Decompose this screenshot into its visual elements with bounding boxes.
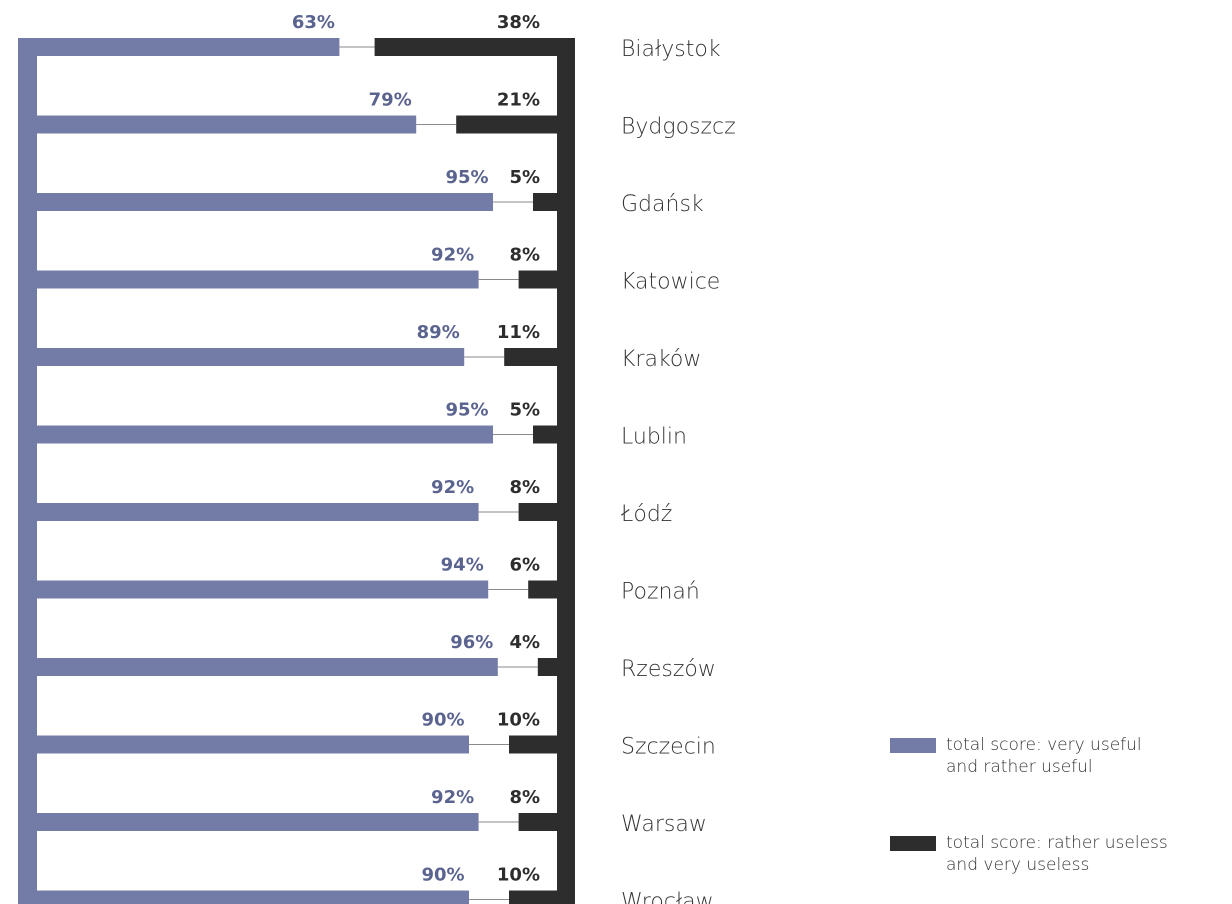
data-label-positive: 90% xyxy=(421,710,464,731)
row-0: 63% 38% Białystok xyxy=(37,12,721,62)
row-11: 90% 10% Wrocław xyxy=(37,865,714,904)
bar-positive xyxy=(37,425,493,444)
row-8: 96% 4% Rzeszów xyxy=(37,632,716,682)
data-label-negative: 21% xyxy=(497,90,540,111)
row-6: 92% 8% Łódź xyxy=(37,477,672,527)
legend-label-positive-line1: total score: very useful xyxy=(946,735,1142,755)
bar-negative xyxy=(533,193,557,211)
category-label: Katowice xyxy=(621,270,720,295)
row-5: 95% 5% Lublin xyxy=(37,400,687,450)
data-label-negative: 38% xyxy=(497,12,540,33)
bar-negative xyxy=(518,270,557,289)
category-label: Wrocław xyxy=(621,890,714,904)
legend-label-positive-line2: and rather useful xyxy=(946,757,1093,777)
bar-negative xyxy=(504,348,557,366)
data-label-negative: 10% xyxy=(497,710,540,731)
row-3: 92% 8% Katowice xyxy=(37,245,720,295)
legend-swatch-positive xyxy=(890,738,936,753)
data-label-positive: 92% xyxy=(431,477,474,498)
legend-label-positive: total score: very useful and rather usef… xyxy=(946,734,1232,778)
bar-negative xyxy=(456,115,557,134)
data-label-negative: 10% xyxy=(497,865,540,886)
row-4: 89% 11% Kraków xyxy=(37,322,701,372)
bar-negative xyxy=(537,658,557,676)
data-label-positive: 89% xyxy=(417,322,460,343)
data-label-positive: 95% xyxy=(445,167,488,188)
bar-positive xyxy=(37,890,469,904)
category-label: Białystok xyxy=(621,37,721,62)
category-label: Szczecin xyxy=(621,735,716,760)
bar-negative xyxy=(518,503,557,521)
data-label-positive: 92% xyxy=(431,245,474,266)
data-label-negative: 5% xyxy=(509,167,540,188)
bar-positive xyxy=(37,348,465,366)
data-label-negative: 8% xyxy=(509,787,540,808)
data-label-positive: 79% xyxy=(369,90,412,111)
row-1: 79% 21% Bydgoszcz xyxy=(37,90,736,140)
bar-positive xyxy=(37,580,489,599)
bar-negative xyxy=(374,38,557,56)
bar-positive xyxy=(37,813,479,831)
data-label-positive: 90% xyxy=(421,865,464,886)
data-label-positive: 92% xyxy=(431,787,474,808)
data-label-negative: 8% xyxy=(509,245,540,266)
bar-negative xyxy=(518,813,557,831)
left-axis-bar xyxy=(18,38,37,904)
category-label: Bydgoszcz xyxy=(621,115,736,140)
bar-negative xyxy=(528,580,557,599)
bar-negative xyxy=(509,735,557,754)
legend-item-negative: total score: rather useless and very use… xyxy=(890,832,1230,882)
bar-negative xyxy=(509,890,557,904)
data-label-positive: 95% xyxy=(445,400,488,421)
row-10: 92% 8% Warsaw xyxy=(37,787,707,837)
data-label-negative: 11% xyxy=(497,322,540,343)
category-label: Poznań xyxy=(621,580,700,605)
data-label-negative: 6% xyxy=(509,555,540,576)
bar-positive xyxy=(37,270,479,289)
bar-positive xyxy=(37,193,493,211)
category-label: Gdańsk xyxy=(621,192,704,217)
category-label: Lublin xyxy=(621,425,687,450)
category-label: Kraków xyxy=(621,347,701,372)
legend-label-negative-line2: and very useless xyxy=(946,855,1090,875)
category-label: Rzeszów xyxy=(621,657,716,682)
right-axis-bar xyxy=(557,38,575,904)
data-label-positive: 94% xyxy=(441,555,484,576)
bar-positive xyxy=(37,115,417,134)
bar-positive xyxy=(37,503,479,521)
data-label-negative: 5% xyxy=(509,400,540,421)
bar-positive xyxy=(37,735,469,754)
row-9: 90% 10% Szczecin xyxy=(37,710,716,760)
row-7: 94% 6% Poznań xyxy=(37,555,700,605)
bar-positive xyxy=(37,658,498,676)
data-label-positive: 63% xyxy=(292,12,335,33)
bar-positive xyxy=(37,38,340,56)
bar-negative xyxy=(533,425,557,444)
data-label-negative: 4% xyxy=(509,632,540,653)
legend-label-negative-line1: total score: rather useless xyxy=(946,833,1168,853)
legend-item-positive: total score: very useful and rather usef… xyxy=(890,734,1230,784)
data-label-negative: 8% xyxy=(509,477,540,498)
legend-swatch-negative xyxy=(890,836,936,851)
legend-label-negative: total score: rather useless and very use… xyxy=(946,832,1232,876)
category-label: Warsaw xyxy=(621,812,707,837)
category-label: Łódź xyxy=(620,502,672,527)
row-2: 95% 5% Gdańsk xyxy=(37,167,704,217)
data-label-positive: 96% xyxy=(450,632,493,653)
